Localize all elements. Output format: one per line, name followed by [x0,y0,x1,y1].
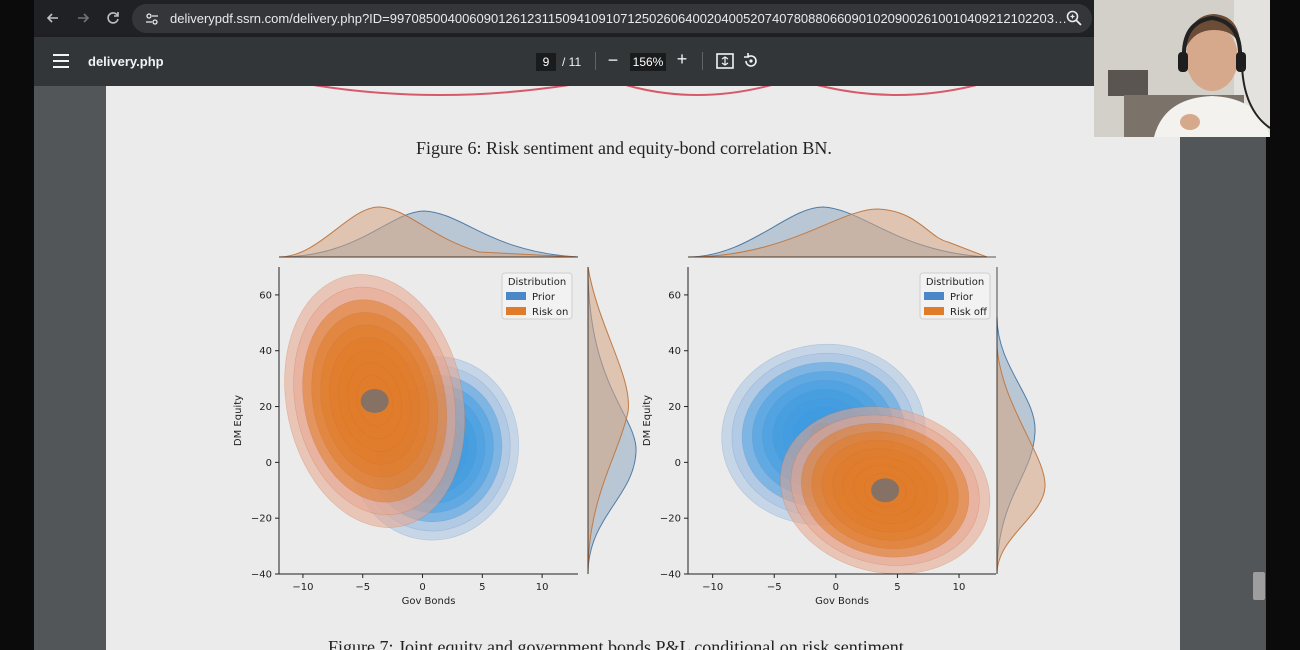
risk-density-peak [871,478,900,503]
x-axis-label: Gov Bonds [402,596,456,607]
y-tick-label: 20 [259,402,272,413]
x-tick-label: 0 [419,582,425,593]
y-tick-label: 60 [668,290,681,301]
url-text: deliverypdf.ssrn.com/delivery.php?ID=997… [170,11,1070,26]
y-tick-label: −20 [251,514,272,525]
pdf-page: Figure 6: Risk sentiment and equity-bond… [106,86,1180,650]
url-field[interactable]: deliverypdf.ssrn.com/delivery.php?ID=997… [132,4,1092,33]
y-axis-label: DM Equity [642,395,653,446]
x-tick-label: 5 [894,582,900,593]
x-tick-label: −5 [767,582,782,593]
y-axis-label: DM Equity [233,395,244,446]
reload-button[interactable] [98,3,128,33]
pdf-toolbar: delivery.php 9 / 11 − 156% + [34,37,1266,86]
y-tick-label: 0 [675,458,681,469]
scrollbar-thumb[interactable] [1253,572,1265,600]
document-title: delivery.php [88,54,164,69]
y-tick-label: −40 [660,570,681,581]
zoom-out-button[interactable]: − [607,50,619,70]
forward-arrow-icon [78,13,90,23]
top-marginal-risk [278,206,579,258]
presenter-video [1094,0,1270,137]
x-tick-label: 10 [536,582,549,593]
right-marginal-risk [587,266,629,575]
pdf-viewer[interactable]: Figure 6: Risk sentiment and equity-bond… [34,86,1266,650]
x-axis-label: Gov Bonds [815,596,869,607]
site-info-icon[interactable] [144,11,160,27]
zoom-magnifier-icon[interactable] [1065,9,1083,27]
x-tick-label: 5 [479,582,485,593]
x-tick-label: 0 [833,582,839,593]
back-button[interactable] [38,3,68,33]
webcam-overlay [1094,0,1270,137]
zoom-in-button[interactable]: + [676,49,688,69]
x-tick-label: −10 [702,582,723,593]
figure6-caption: Figure 6: Risk sentiment and equity-bond… [416,138,832,158]
y-tick-label: 0 [266,458,272,469]
kde-panel-1: −10 −5 0 5 10 60 40 20 0 −20 −40 Gov Bonds DM Equity… [233,206,637,607]
joint-kde-figure: −10 −5 0 5 10 60 40 20 0 −20 −40 Gov Bonds DM Equity… [233,206,1046,607]
rotate-icon[interactable] [742,52,760,70]
top-marginal-risk [687,208,988,258]
address-bar: deliverypdf.ssrn.com/delivery.php?ID=997… [34,0,1266,37]
fit-to-page-icon[interactable] [716,53,734,69]
x-tick-label: −10 [292,582,313,593]
legend-swatch [506,307,526,315]
legend-label: Prior [950,292,974,303]
risk-density-peak [360,388,389,413]
y-tick-label: 60 [259,290,272,301]
page-number-input[interactable]: 9 [536,53,556,71]
x-tick-label: 10 [953,582,966,593]
menu-icon[interactable] [52,53,70,69]
previous-figure-fragment [313,86,977,96]
toolbar-divider [595,52,596,70]
legend-swatch [924,292,944,300]
back-arrow-icon [46,13,58,23]
figure7-caption: Figure 7: Joint equity and government bo… [328,637,909,650]
right-marginal-risk [996,346,1046,575]
reload-icon [107,12,119,24]
legend-title: Distribution [926,277,984,288]
x-tick-label: −5 [355,582,370,593]
legend-swatch [506,292,526,300]
forward-button[interactable] [68,3,98,33]
y-tick-label: 20 [668,402,681,413]
legend-title: Distribution [508,277,566,288]
legend-swatch [924,307,944,315]
y-tick-label: −40 [251,570,272,581]
zoom-level-input[interactable]: 156% [630,53,666,71]
y-tick-label: 40 [259,346,272,357]
y-tick-label: 40 [668,346,681,357]
legend-label: Prior [532,292,556,303]
y-tick-label: −20 [660,514,681,525]
kde-panel-2: −10 −5 0 5 10 60 40 20 0 −20 −40 Gov Bonds DM Equity… [642,206,1046,607]
toolbar-divider [702,52,703,70]
legend-label: Risk off [950,307,988,318]
legend-label: Risk on [532,307,568,318]
browser-window: deliverypdf.ssrn.com/delivery.php?ID=997… [34,0,1266,650]
page-total: / 11 [562,55,582,69]
